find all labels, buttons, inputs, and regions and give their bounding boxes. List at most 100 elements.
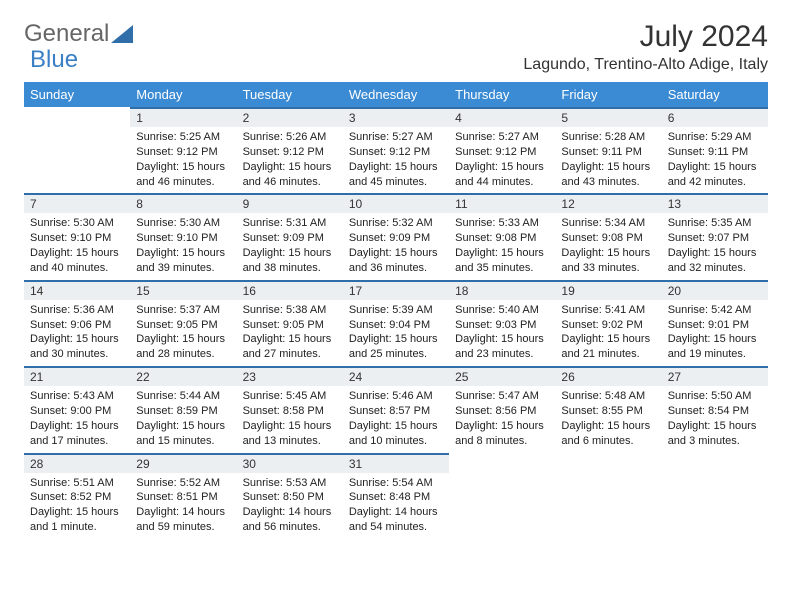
- day-number: 26: [555, 366, 661, 386]
- day-details: Sunrise: 5:32 AMSunset: 9:09 PMDaylight:…: [343, 213, 449, 279]
- day-details: Sunrise: 5:47 AMSunset: 8:56 PMDaylight:…: [449, 386, 555, 452]
- calendar-cell: 23Sunrise: 5:45 AMSunset: 8:58 PMDayligh…: [237, 366, 343, 452]
- day-details: Sunrise: 5:52 AMSunset: 8:51 PMDaylight:…: [130, 473, 236, 539]
- day-number: 6: [662, 107, 768, 127]
- weekday-header: Friday: [555, 82, 661, 107]
- weekday-header: Monday: [130, 82, 236, 107]
- month-title: July 2024: [523, 20, 768, 54]
- day-number: 2: [237, 107, 343, 127]
- day-number: 22: [130, 366, 236, 386]
- day-number: 3: [343, 107, 449, 127]
- day-number: 13: [662, 193, 768, 213]
- calendar-cell: 27Sunrise: 5:50 AMSunset: 8:54 PMDayligh…: [662, 366, 768, 452]
- day-number: 27: [662, 366, 768, 386]
- calendar-cell: [24, 107, 130, 193]
- day-details: Sunrise: 5:40 AMSunset: 9:03 PMDaylight:…: [449, 300, 555, 366]
- day-details: Sunrise: 5:26 AMSunset: 9:12 PMDaylight:…: [237, 127, 343, 193]
- day-number: 17: [343, 280, 449, 300]
- day-details: Sunrise: 5:53 AMSunset: 8:50 PMDaylight:…: [237, 473, 343, 539]
- day-number: 28: [24, 453, 130, 473]
- calendar-table: SundayMondayTuesdayWednesdayThursdayFrid…: [24, 82, 768, 539]
- calendar-cell: 15Sunrise: 5:37 AMSunset: 9:05 PMDayligh…: [130, 280, 236, 366]
- day-number: 12: [555, 193, 661, 213]
- calendar-cell: 14Sunrise: 5:36 AMSunset: 9:06 PMDayligh…: [24, 280, 130, 366]
- day-number: 15: [130, 280, 236, 300]
- calendar-cell: 21Sunrise: 5:43 AMSunset: 9:00 PMDayligh…: [24, 366, 130, 452]
- calendar-cell: 6Sunrise: 5:29 AMSunset: 9:11 PMDaylight…: [662, 107, 768, 193]
- calendar-cell: 24Sunrise: 5:46 AMSunset: 8:57 PMDayligh…: [343, 366, 449, 452]
- calendar-cell: 26Sunrise: 5:48 AMSunset: 8:55 PMDayligh…: [555, 366, 661, 452]
- day-details: Sunrise: 5:39 AMSunset: 9:04 PMDaylight:…: [343, 300, 449, 366]
- calendar-cell: 20Sunrise: 5:42 AMSunset: 9:01 PMDayligh…: [662, 280, 768, 366]
- day-details: Sunrise: 5:25 AMSunset: 9:12 PMDaylight:…: [130, 127, 236, 193]
- day-number: 8: [130, 193, 236, 213]
- day-number: 21: [24, 366, 130, 386]
- day-number: 29: [130, 453, 236, 473]
- day-details: Sunrise: 5:41 AMSunset: 9:02 PMDaylight:…: [555, 300, 661, 366]
- day-details: Sunrise: 5:37 AMSunset: 9:05 PMDaylight:…: [130, 300, 236, 366]
- day-number: 9: [237, 193, 343, 213]
- day-number: 14: [24, 280, 130, 300]
- calendar-cell: 31Sunrise: 5:54 AMSunset: 8:48 PMDayligh…: [343, 453, 449, 539]
- calendar-cell: 11Sunrise: 5:33 AMSunset: 9:08 PMDayligh…: [449, 193, 555, 279]
- calendar-cell: 25Sunrise: 5:47 AMSunset: 8:56 PMDayligh…: [449, 366, 555, 452]
- calendar-cell: 29Sunrise: 5:52 AMSunset: 8:51 PMDayligh…: [130, 453, 236, 539]
- day-details: Sunrise: 5:34 AMSunset: 9:08 PMDaylight:…: [555, 213, 661, 279]
- calendar-cell: [662, 453, 768, 539]
- day-number: 31: [343, 453, 449, 473]
- day-details: Sunrise: 5:48 AMSunset: 8:55 PMDaylight:…: [555, 386, 661, 452]
- calendar-cell: 5Sunrise: 5:28 AMSunset: 9:11 PMDaylight…: [555, 107, 661, 193]
- calendar-cell: 2Sunrise: 5:26 AMSunset: 9:12 PMDaylight…: [237, 107, 343, 193]
- weekday-header: Saturday: [662, 82, 768, 107]
- calendar-week-row: 21Sunrise: 5:43 AMSunset: 9:00 PMDayligh…: [24, 366, 768, 452]
- calendar-cell: 16Sunrise: 5:38 AMSunset: 9:05 PMDayligh…: [237, 280, 343, 366]
- day-number: 20: [662, 280, 768, 300]
- day-details: Sunrise: 5:35 AMSunset: 9:07 PMDaylight:…: [662, 213, 768, 279]
- logo: General: [24, 20, 133, 48]
- logo-text-1: General: [24, 20, 109, 48]
- day-number: 7: [24, 193, 130, 213]
- day-details: Sunrise: 5:28 AMSunset: 9:11 PMDaylight:…: [555, 127, 661, 193]
- calendar-week-row: 1Sunrise: 5:25 AMSunset: 9:12 PMDaylight…: [24, 107, 768, 193]
- calendar-week-row: 14Sunrise: 5:36 AMSunset: 9:06 PMDayligh…: [24, 280, 768, 366]
- weekday-header: Wednesday: [343, 82, 449, 107]
- day-details: Sunrise: 5:30 AMSunset: 9:10 PMDaylight:…: [130, 213, 236, 279]
- day-details: Sunrise: 5:38 AMSunset: 9:05 PMDaylight:…: [237, 300, 343, 366]
- day-number: 10: [343, 193, 449, 213]
- day-number: 23: [237, 366, 343, 386]
- day-details: Sunrise: 5:46 AMSunset: 8:57 PMDaylight:…: [343, 386, 449, 452]
- calendar-cell: 12Sunrise: 5:34 AMSunset: 9:08 PMDayligh…: [555, 193, 661, 279]
- day-details: Sunrise: 5:33 AMSunset: 9:08 PMDaylight:…: [449, 213, 555, 279]
- day-details: Sunrise: 5:44 AMSunset: 8:59 PMDaylight:…: [130, 386, 236, 452]
- day-details: Sunrise: 5:29 AMSunset: 9:11 PMDaylight:…: [662, 127, 768, 193]
- day-details: Sunrise: 5:31 AMSunset: 9:09 PMDaylight:…: [237, 213, 343, 279]
- day-details: Sunrise: 5:51 AMSunset: 8:52 PMDaylight:…: [24, 473, 130, 539]
- day-details: Sunrise: 5:36 AMSunset: 9:06 PMDaylight:…: [24, 300, 130, 366]
- weekday-header: Thursday: [449, 82, 555, 107]
- calendar-cell: 28Sunrise: 5:51 AMSunset: 8:52 PMDayligh…: [24, 453, 130, 539]
- day-number: 19: [555, 280, 661, 300]
- day-number: 25: [449, 366, 555, 386]
- calendar-cell: 3Sunrise: 5:27 AMSunset: 9:12 PMDaylight…: [343, 107, 449, 193]
- day-details: Sunrise: 5:27 AMSunset: 9:12 PMDaylight:…: [449, 127, 555, 193]
- day-number: 18: [449, 280, 555, 300]
- calendar-cell: 18Sunrise: 5:40 AMSunset: 9:03 PMDayligh…: [449, 280, 555, 366]
- weekday-header: Sunday: [24, 82, 130, 107]
- calendar-week-row: 28Sunrise: 5:51 AMSunset: 8:52 PMDayligh…: [24, 453, 768, 539]
- calendar-week-row: 7Sunrise: 5:30 AMSunset: 9:10 PMDaylight…: [24, 193, 768, 279]
- calendar-cell: 4Sunrise: 5:27 AMSunset: 9:12 PMDaylight…: [449, 107, 555, 193]
- calendar-cell: 17Sunrise: 5:39 AMSunset: 9:04 PMDayligh…: [343, 280, 449, 366]
- day-number: 1: [130, 107, 236, 127]
- calendar-cell: [449, 453, 555, 539]
- day-details: Sunrise: 5:45 AMSunset: 8:58 PMDaylight:…: [237, 386, 343, 452]
- calendar-cell: 1Sunrise: 5:25 AMSunset: 9:12 PMDaylight…: [130, 107, 236, 193]
- day-details: Sunrise: 5:50 AMSunset: 8:54 PMDaylight:…: [662, 386, 768, 452]
- calendar-cell: 10Sunrise: 5:32 AMSunset: 9:09 PMDayligh…: [343, 193, 449, 279]
- day-number: 4: [449, 107, 555, 127]
- calendar-cell: 9Sunrise: 5:31 AMSunset: 9:09 PMDaylight…: [237, 193, 343, 279]
- calendar-cell: 19Sunrise: 5:41 AMSunset: 9:02 PMDayligh…: [555, 280, 661, 366]
- day-number: 11: [449, 193, 555, 213]
- day-number: 24: [343, 366, 449, 386]
- location-text: Lagundo, Trentino-Alto Adige, Italy: [523, 56, 768, 74]
- day-details: Sunrise: 5:27 AMSunset: 9:12 PMDaylight:…: [343, 127, 449, 193]
